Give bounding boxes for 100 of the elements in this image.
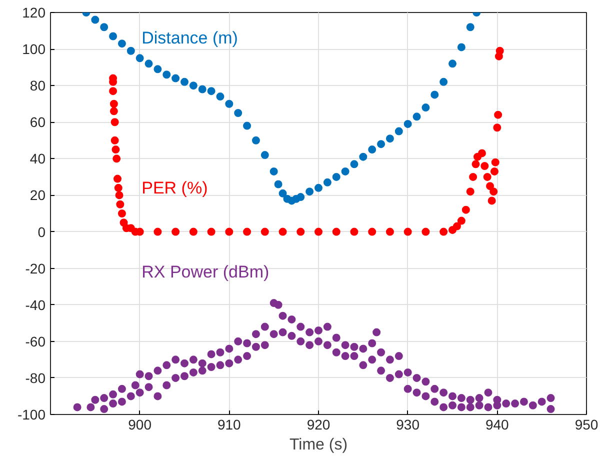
point (332, 228, 340, 236)
point (368, 228, 376, 236)
point (110, 100, 118, 108)
point (270, 167, 278, 176)
y-tick-label: -40 (25, 296, 46, 313)
y-tick-label: 20 (30, 187, 46, 204)
point (110, 107, 118, 116)
point (109, 87, 118, 96)
point (216, 92, 224, 101)
point (136, 54, 144, 62)
point (430, 90, 439, 99)
point (118, 210, 126, 218)
point (386, 228, 394, 236)
point (493, 124, 502, 132)
x-axis-title: Time (s) (289, 436, 348, 454)
series-label: PER (%) (142, 178, 208, 198)
x-tick-label: 910 (217, 416, 242, 432)
point (118, 40, 126, 48)
point (496, 46, 504, 55)
point (126, 46, 135, 55)
point (306, 188, 314, 196)
point (314, 228, 322, 236)
x-tick-label: 950 (574, 416, 598, 432)
point (296, 228, 305, 236)
point (243, 122, 252, 130)
point (116, 200, 124, 208)
point (278, 228, 287, 236)
point (314, 184, 322, 192)
point (341, 167, 350, 176)
point (198, 85, 206, 94)
point (243, 228, 252, 236)
y-tick-label: 80 (30, 78, 46, 94)
point (478, 149, 486, 158)
point (440, 228, 448, 236)
point (162, 70, 171, 79)
y-tick-label: 60 (30, 114, 46, 130)
point (189, 228, 198, 236)
point (225, 228, 234, 236)
point (483, 172, 492, 181)
point (110, 118, 119, 126)
point (404, 120, 412, 128)
point (172, 228, 180, 236)
point (480, 162, 489, 170)
point (350, 228, 358, 236)
point (422, 104, 430, 112)
point (377, 140, 386, 148)
point (234, 109, 242, 117)
point (91, 16, 100, 24)
point (457, 216, 466, 225)
point (422, 228, 430, 236)
point (457, 43, 466, 52)
point (109, 32, 118, 40)
point (462, 206, 470, 214)
point (100, 23, 108, 32)
y-tick-label: -60 (25, 333, 46, 350)
point (154, 65, 162, 74)
point (404, 228, 412, 236)
point (466, 23, 474, 32)
point (110, 136, 119, 144)
point (452, 222, 461, 230)
point (469, 172, 478, 181)
point (278, 189, 287, 198)
point (359, 152, 368, 161)
point (368, 146, 376, 154)
point (180, 78, 188, 86)
point (274, 180, 282, 188)
point (172, 74, 180, 82)
x-tick-label: 940 (485, 416, 510, 432)
point (114, 174, 122, 183)
series-label: Distance (m) (142, 28, 238, 48)
x-tick-label: 900 (128, 416, 152, 432)
point (260, 228, 269, 236)
point (491, 158, 500, 166)
y-tick-label: -80 (25, 370, 46, 386)
y-tick-label: 0 (38, 224, 46, 240)
point (448, 60, 456, 68)
point (486, 182, 494, 190)
y-tick-label: 120 (22, 4, 46, 20)
y-tick-label: -100 (17, 406, 46, 422)
x-tick-label: 930 (396, 416, 420, 432)
point (412, 112, 421, 121)
point (488, 196, 496, 205)
x-tick-label: 920 (306, 416, 330, 432)
y-tick-label: 100 (22, 41, 46, 58)
point (144, 60, 153, 68)
point (112, 146, 120, 154)
point (296, 193, 305, 202)
point (494, 110, 502, 119)
point (323, 178, 332, 186)
point (490, 188, 498, 196)
point (386, 134, 394, 143)
point (252, 136, 260, 144)
point (154, 228, 162, 236)
point (114, 184, 122, 192)
series-label: RX Power (dBm) (142, 262, 270, 282)
point (440, 78, 448, 86)
y-tick-label: -20 (25, 260, 46, 276)
point (332, 172, 340, 181)
point (350, 160, 358, 168)
point (466, 188, 474, 196)
